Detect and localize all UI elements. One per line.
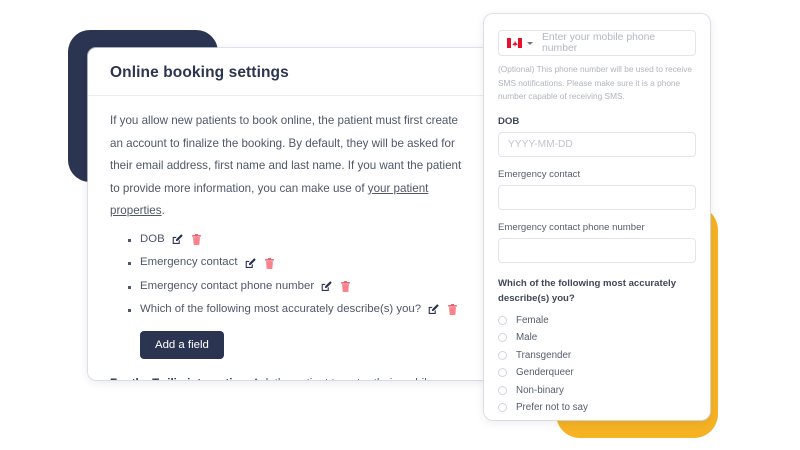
- dob-label: DOB: [498, 116, 520, 128]
- card-body: If you allow new patients to book online…: [88, 96, 490, 380]
- edit-icon[interactable]: [428, 304, 439, 315]
- radio-label: Male: [516, 332, 538, 344]
- gender-radio-group: Female Male Transgender Genderqueer Non-…: [498, 315, 696, 413]
- list-item: Which of the following most accurately d…: [128, 303, 468, 316]
- field-label: Emergency contact: [140, 256, 238, 269]
- dob-input[interactable]: [498, 132, 696, 158]
- radio-label: Prefer not to say: [516, 402, 588, 414]
- gender-question-label: Which of the following most accurately d…: [498, 278, 677, 304]
- radio-circle-icon[interactable]: [498, 315, 507, 325]
- chevron-down-icon[interactable]: [527, 41, 533, 45]
- radio-circle-icon[interactable]: [498, 403, 507, 413]
- radio-option-non-binary[interactable]: Non-binary: [498, 385, 696, 396]
- patient-form-preview-panel: Enter your mobile phone number (Optional…: [484, 14, 710, 420]
- twilio-integration-note: For the Twilio integration: Ask the pati…: [110, 373, 468, 380]
- intro-text-part1: If you allow new patients to book online…: [110, 114, 462, 195]
- card-header: Online booking settings: [88, 48, 490, 96]
- field-label: Which of the following most accurately d…: [140, 303, 422, 316]
- edit-icon[interactable]: [172, 234, 183, 245]
- twilio-label: For the Twilio integration: [110, 378, 247, 380]
- mobile-phone-input-row[interactable]: Enter your mobile phone number: [498, 30, 696, 56]
- field-label: DOB: [140, 232, 165, 245]
- list-item: Emergency contact: [128, 256, 468, 269]
- mobile-phone-placeholder: Enter your mobile phone number: [542, 32, 656, 54]
- emergency-contact-input[interactable]: [498, 185, 696, 211]
- add-a-field-button[interactable]: Add a field: [140, 330, 224, 359]
- trash-icon[interactable]: [191, 234, 201, 246]
- online-booking-settings-card: Online booking settings If you allow new…: [88, 48, 490, 380]
- radio-circle-icon[interactable]: [498, 368, 507, 378]
- radio-label: Genderqueer: [516, 367, 574, 379]
- page-title: Online booking settings: [110, 64, 289, 81]
- radio-option-prefer-not-to-say[interactable]: Prefer not to say: [498, 402, 696, 413]
- emergency-phone-label: Emergency contact phone number: [498, 222, 645, 234]
- edit-icon[interactable]: [321, 281, 332, 292]
- twilio-description: : Ask the patient to enter their mobile …: [110, 378, 434, 380]
- emergency-contact-label: Emergency contact: [498, 169, 581, 181]
- radio-option-transgender[interactable]: Transgender: [498, 350, 696, 361]
- edit-icon[interactable]: [245, 258, 256, 269]
- radio-label: Female: [516, 314, 549, 326]
- patient-properties-link[interactable]: your patient properties: [110, 181, 429, 218]
- field-label: Emergency contact phone number: [140, 279, 315, 292]
- radio-label: Transgender: [516, 349, 572, 361]
- emergency-phone-input[interactable]: [498, 238, 696, 264]
- intro-paragraph: If you allow new patients to book online…: [110, 110, 468, 223]
- patient-field-list: DOB Emergency contact: [110, 232, 468, 316]
- radio-circle-icon[interactable]: [498, 385, 507, 395]
- list-item: DOB: [128, 232, 468, 246]
- radio-circle-icon[interactable]: [498, 333, 507, 343]
- radio-circle-icon[interactable]: [498, 350, 507, 360]
- list-item: Emergency contact phone number: [128, 279, 468, 292]
- intro-text-part2: .: [161, 204, 165, 218]
- trash-icon[interactable]: [341, 280, 351, 292]
- trash-icon[interactable]: [264, 257, 274, 269]
- radio-label: Non-binary: [516, 384, 564, 396]
- canada-flag-icon: [507, 38, 522, 48]
- radio-option-genderqueer[interactable]: Genderqueer: [498, 367, 696, 378]
- radio-option-male[interactable]: Male: [498, 332, 696, 343]
- phone-helper-text: (Optional) This phone number will be use…: [498, 64, 693, 102]
- trash-icon[interactable]: [448, 304, 457, 316]
- radio-option-female[interactable]: Female: [498, 315, 696, 326]
